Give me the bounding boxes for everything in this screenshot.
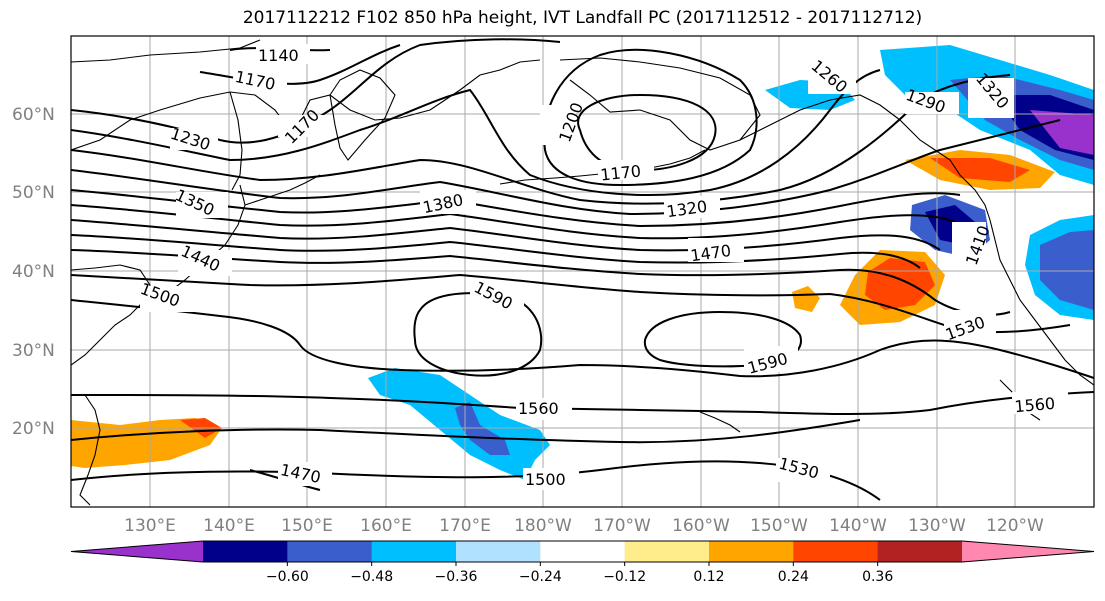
- contour-label-1140: 1140: [258, 46, 299, 65]
- lon-label-170e: 170°E: [439, 516, 491, 536]
- coast-hawaii: [699, 411, 741, 433]
- lon-label-130w: 130°W: [908, 516, 966, 536]
- contour-label-1170c: 1170: [599, 161, 641, 184]
- contour-1410: [71, 219, 941, 252]
- lat-label-20: 20°N: [12, 419, 55, 439]
- coast-kurils: [244, 174, 321, 206]
- contour-1260: [71, 69, 881, 196]
- lon-label-150w: 150°W: [750, 516, 808, 536]
- coast-taiwan-phil: [79, 394, 101, 506]
- contour-label-group: 1140 1170 1170 1170 1200 1230 1260 1290 …: [138, 44, 1068, 490]
- lat-label-30: 30°N: [12, 341, 55, 361]
- colorbar-swatch: [287, 541, 373, 562]
- contour-1530: [71, 299, 1094, 379]
- lon-label-140e: 140°E: [203, 516, 255, 536]
- coast-kamchatka: [329, 69, 396, 161]
- lon-label-180w: 180°W: [514, 516, 572, 536]
- contour-1230: [71, 38, 561, 144]
- shading-wpac-pos: [71, 418, 222, 468]
- shading-small-pos: [792, 286, 820, 312]
- coast-sakhalin: [229, 91, 243, 191]
- lon-label-140w: 140°W: [829, 516, 887, 536]
- contour-label-1500b: 1500: [525, 470, 566, 489]
- lat-label-60: 60°N: [12, 105, 55, 125]
- contour-1380: [71, 204, 956, 240]
- lon-label-120w: 120°W: [986, 516, 1044, 536]
- lon-label-150e: 150°E: [281, 516, 333, 536]
- contour-1440: [71, 234, 921, 269]
- colorbar-swatch: [456, 541, 541, 562]
- longitude-labels: 130°E 140°E 150°E 160°E 170°E 180°W 170°…: [124, 516, 1044, 536]
- contour-1320: [71, 119, 1061, 216]
- colorbar-swatch: [540, 541, 626, 562]
- contour-1350: [71, 189, 961, 228]
- colorbar-tick-label: 0.12: [693, 569, 724, 585]
- coast-bc: [899, 119, 991, 221]
- coast-alaska-gulf: [739, 94, 901, 141]
- colorbar-tick-label: −0.48: [350, 569, 393, 585]
- lon-label-170w: 170°W: [593, 516, 651, 536]
- colorbar-tick-label: −0.36: [435, 569, 478, 585]
- contour-1470: [71, 249, 1011, 316]
- contour-label-1560a: 1560: [518, 399, 559, 418]
- colorbar-outline: [70, 540, 1095, 563]
- shading-alaska-neg-strong: [1030, 110, 1094, 155]
- lat-label-40: 40°N: [12, 262, 55, 282]
- colorbar-swatch: [203, 541, 288, 562]
- colorbar-swatch: [793, 541, 879, 562]
- colorbar-tick-label: 0.36: [862, 569, 893, 585]
- colorbar-extend-max: [962, 541, 1094, 562]
- lon-label-130e: 130°E: [124, 516, 176, 536]
- colorbar-swatch: [877, 541, 963, 562]
- colorbar-swatch: [624, 541, 710, 562]
- shading-bc-pos-mid: [930, 158, 1030, 182]
- ivt-shading: [71, 45, 1094, 480]
- colorbar-tick-label: −0.24: [519, 569, 562, 585]
- coast-westus: [989, 219, 1094, 386]
- colorbar-extend-min: [71, 541, 203, 562]
- contour-1560: [71, 391, 1094, 415]
- lat-label-50: 50°N: [12, 183, 55, 203]
- colorbar-tick-label: −0.60: [266, 569, 309, 585]
- contour-1560-south: [71, 419, 861, 444]
- shading-west-neg-mid: [1040, 230, 1094, 310]
- colorbar-swatch: [709, 541, 794, 562]
- colorbar-swatch: [371, 541, 457, 562]
- lon-label-160w: 160°W: [672, 516, 730, 536]
- latitude-labels: 60°N 50°N 40°N 30°N 20°N: [12, 105, 55, 439]
- colorbar-tick-label: 0.24: [778, 569, 809, 585]
- colorbar: −0.60 −0.48 −0.36 −0.24 −0.12 0.12 0.24 0.36: [70, 540, 1095, 585]
- map-border: [70, 35, 1095, 508]
- lon-label-160e: 160°E: [360, 516, 412, 536]
- contour-1200: [543, 48, 758, 187]
- coast-siberia: [71, 39, 261, 63]
- colorbar-tick-label: −0.12: [603, 569, 646, 585]
- map-title: 2017112212 F102 850 hPa height, IVT Land…: [242, 8, 923, 28]
- contour-label-1560b: 1560: [1014, 394, 1056, 416]
- contour-1290: [71, 74, 1011, 205]
